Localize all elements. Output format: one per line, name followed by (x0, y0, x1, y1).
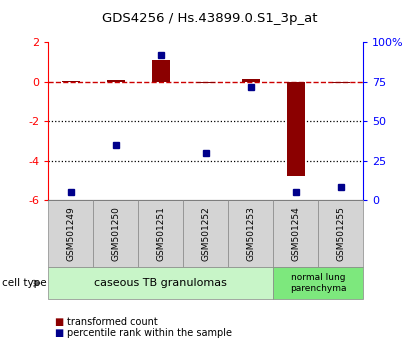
Text: cell type: cell type (2, 278, 47, 288)
Bar (332, 82, 350, 83)
Text: GSM501250: GSM501250 (111, 206, 120, 261)
Text: normal lung
parenchyma: normal lung parenchyma (290, 274, 346, 293)
Text: ■: ■ (55, 317, 64, 327)
Bar (197, 82, 215, 83)
Text: GSM501254: GSM501254 (291, 206, 300, 261)
Bar (107, 80, 125, 82)
Text: GDS4256 / Hs.43899.0.S1_3p_at: GDS4256 / Hs.43899.0.S1_3p_at (102, 12, 318, 25)
Text: ■: ■ (55, 328, 64, 338)
Bar (62, 81, 80, 82)
Text: caseous TB granulomas: caseous TB granulomas (94, 278, 227, 288)
Text: GSM501251: GSM501251 (156, 206, 165, 261)
Text: GSM501253: GSM501253 (246, 206, 255, 261)
Bar (152, 60, 170, 82)
Bar (242, 79, 260, 82)
Text: GSM501249: GSM501249 (66, 206, 75, 261)
Text: percentile rank within the sample: percentile rank within the sample (67, 328, 232, 338)
Text: GSM501252: GSM501252 (201, 206, 210, 261)
Bar (287, 82, 305, 176)
Text: transformed count: transformed count (67, 317, 158, 327)
Text: GSM501255: GSM501255 (336, 206, 345, 261)
